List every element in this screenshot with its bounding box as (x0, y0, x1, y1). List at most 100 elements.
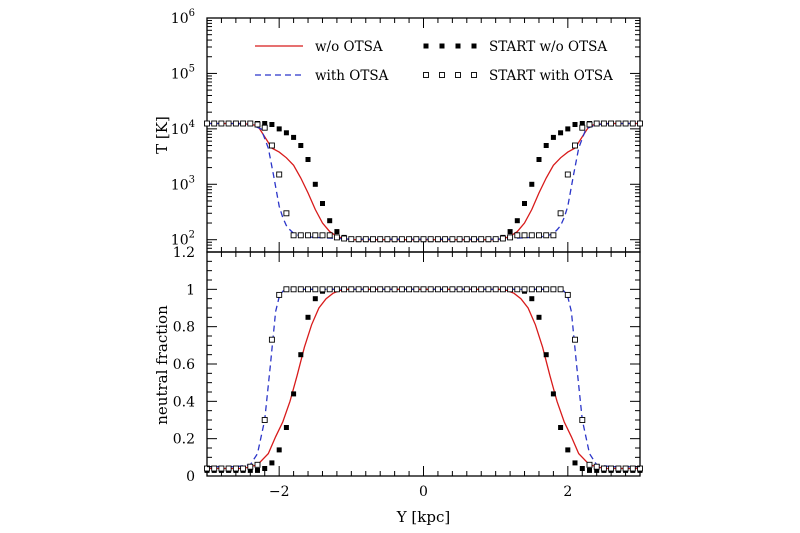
legend-open-square-sample (455, 72, 461, 78)
temperature-start-with-otsa-point (586, 121, 593, 128)
legend-filled-square-sample (471, 43, 477, 49)
neutral-fraction-start-with-otsa-point (225, 465, 232, 472)
neutral-fraction-start-w-o-otsa-point (291, 391, 297, 397)
neutral-fraction-start-with-otsa-point (442, 286, 449, 293)
neutral-fraction-start-with-otsa-point (536, 286, 542, 293)
temperature-start-with-otsa-point (254, 121, 261, 128)
temperature-start-w-o-otsa-point (312, 181, 318, 187)
legend-open-square-sample (423, 72, 429, 78)
temperature-start-with-otsa-point (434, 236, 441, 243)
neutral-fraction-start-with-otsa-point (268, 336, 275, 343)
neutral-fraction-y-tick-label: 0 (186, 469, 195, 485)
temperature-start-with-otsa-point (608, 120, 615, 127)
neutral-fraction-start-with-otsa-point (391, 286, 398, 293)
temperature-start-with-otsa-point (218, 120, 225, 127)
temperature-start-w-o-otsa-point (327, 218, 333, 224)
neutral-fraction-start-w-o-otsa-point (312, 296, 318, 302)
neutral-fraction-start-with-otsa-point (398, 286, 405, 293)
neutral-fraction-start-with-otsa-point (485, 286, 492, 293)
temperature-start-with-otsa-point (312, 232, 319, 239)
temperature-start-with-otsa-point (211, 120, 218, 127)
temperature-y-tick-label: 105 (171, 63, 195, 82)
temperature-y-tick-label: 102 (171, 230, 195, 249)
temperature-start-w-o-otsa-point (514, 218, 520, 224)
temperature-start-with-otsa-point (261, 124, 268, 131)
temperature-start-with-otsa-point (572, 142, 578, 149)
temperature-y-tick-label: 103 (171, 174, 195, 193)
neutral-fraction-start-with-otsa-point (276, 291, 283, 298)
legend-label: with OTSA (315, 68, 389, 84)
temperature-start-with-otsa-point (305, 232, 311, 239)
neutral-fraction-ticks-group: 0 0.2 0.4 0.6 0.8 1 1.2 −2 0 2 (173, 245, 641, 500)
neutral-fraction-start-with-otsa-point (377, 286, 384, 293)
temperature-start-w-o-otsa-point (572, 122, 578, 127)
neutral-fraction-start-with-otsa-point (355, 286, 362, 293)
neutral-fraction-w-o-otsa-line (207, 288, 640, 470)
neutral-fraction-start-with-otsa-point (348, 286, 355, 293)
neutral-fraction-start-with-otsa-point (499, 286, 506, 293)
temperature-start-with-otsa-point (240, 120, 247, 127)
temperature-start-with-otsa-point (319, 232, 326, 239)
temperature-start-with-otsa-point (362, 236, 369, 243)
neutral-fraction-start-with-otsa-point (370, 286, 376, 293)
neutral-fraction-start-w-o-otsa-point (550, 391, 556, 397)
temperature-start-w-o-otsa-point (320, 201, 325, 206)
neutral-fraction-start-with-otsa-point (456, 286, 463, 293)
legend-filled-square-sample (455, 43, 461, 49)
neutral-fraction-start-with-otsa-point (608, 465, 615, 472)
neutral-fraction-start-with-otsa-point (254, 461, 261, 468)
neutral-fraction-with-otsa-line (207, 288, 640, 468)
neutral-fraction-start-with-otsa-point (362, 286, 369, 293)
temperature-start-with-otsa-point (492, 236, 499, 243)
neutral-fraction-start-with-otsa-point (449, 286, 456, 293)
neutral-fraction-start-w-o-otsa-point (579, 466, 585, 471)
temperature-start-with-otsa-point (398, 236, 405, 243)
neutral-fraction-panel: 0 0.2 0.4 0.6 0.8 1 1.2 −2 0 2 (173, 245, 643, 500)
neutral-fraction-start-with-otsa-point (615, 465, 622, 472)
neutral-fraction-y-tick-label: 1.2 (173, 245, 195, 261)
neutral-fraction-start-with-otsa-point (528, 286, 535, 293)
x-tick-label: 0 (419, 484, 428, 500)
temperature-start-w-o-otsa-point (262, 121, 268, 126)
neutral-fraction-start-with-otsa-point (507, 286, 514, 293)
temperature-start-with-otsa-point (449, 236, 456, 243)
temperature-start-with-otsa-point (406, 236, 413, 243)
temperature-start-w-o-otsa-point (276, 126, 282, 132)
temperature-start-with-otsa-point (637, 120, 643, 127)
temperature-start-with-otsa-point (370, 236, 376, 243)
temperature-start-with-otsa-point (536, 232, 542, 239)
neutral-fraction-start-with-otsa-point (471, 286, 477, 293)
temperature-start-with-otsa-point (507, 234, 514, 241)
temperature-start-with-otsa-point (528, 232, 535, 239)
neutral-fraction-start-with-otsa-point (550, 286, 557, 293)
temperature-start-with-otsa-point (204, 120, 210, 127)
neutral-fraction-start-with-otsa-point (463, 286, 470, 293)
temperature-start-with-otsa-point (377, 236, 384, 243)
temperature-start-with-otsa-point (247, 120, 254, 127)
neutral-fraction-start-with-otsa-point (427, 286, 434, 293)
neutral-fraction-start-with-otsa-point (326, 286, 333, 293)
neutral-fraction-start-with-otsa-point (564, 291, 571, 298)
temperature-start-w-o-otsa-point (529, 181, 535, 187)
neutral-fraction-series-group (204, 286, 643, 473)
neutral-fraction-start-with-otsa-point (434, 286, 441, 293)
neutral-fraction-axis-label: neutral fraction (153, 305, 171, 425)
temperature-start-with-otsa-point (463, 236, 470, 243)
temperature-y-tick-label: 104 (171, 119, 195, 138)
neutral-fraction-y-tick-label: 0.6 (173, 357, 195, 373)
temperature-start-with-otsa-point (297, 232, 304, 239)
neutral-fraction-start-w-o-otsa-point (283, 425, 289, 430)
x-tick-label: −2 (269, 484, 290, 500)
temperature-start-with-otsa-point (355, 236, 362, 243)
neutral-fraction-start-w-o-otsa-point (572, 460, 578, 466)
temperature-start-with-otsa-point (514, 232, 521, 239)
temperature-start-with-otsa-point (478, 236, 485, 243)
neutral-fraction-start-w-o-otsa-point (298, 352, 304, 358)
neutral-fraction-start-with-otsa-point (492, 286, 499, 293)
neutral-fraction-start-with-otsa-point (586, 461, 593, 468)
temperature-start-w-o-otsa-point (283, 130, 289, 136)
temperature-start-with-otsa-point (456, 236, 463, 243)
neutral-fraction-start-w-o-otsa-point (255, 467, 260, 473)
neutral-fraction-start-with-otsa-point (290, 286, 297, 293)
temperature-start-with-otsa-point (283, 210, 290, 217)
